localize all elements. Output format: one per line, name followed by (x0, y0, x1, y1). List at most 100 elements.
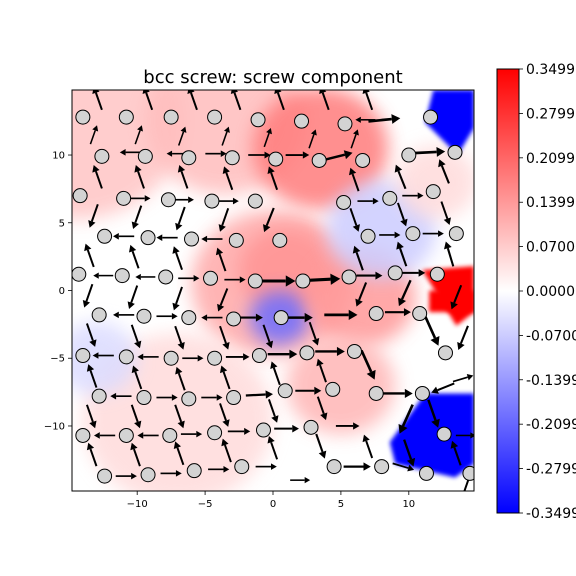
arrow-shaft (446, 247, 455, 267)
displacement-arrow (355, 116, 376, 123)
arrow-head (267, 166, 275, 174)
arrow-head (355, 298, 363, 307)
arrow-shaft (321, 92, 330, 111)
arrow-shaft (90, 203, 99, 222)
arrow-head (302, 151, 310, 159)
arrow-head (417, 192, 424, 199)
arrow-head (224, 126, 230, 133)
arrow-shaft (360, 349, 373, 373)
displacement-arrow (201, 235, 223, 243)
arrow-head (180, 126, 187, 133)
arrow-head (137, 125, 143, 132)
arrow-head (156, 234, 163, 241)
displacement-arrow (245, 390, 274, 399)
displacement-arrow (160, 470, 182, 477)
arrow-head (166, 150, 173, 157)
arrow-head (171, 394, 178, 401)
atom-marker (447, 144, 463, 160)
displacement-arrow (424, 316, 440, 346)
displacement-arrow (267, 166, 279, 191)
field-region (395, 145, 474, 219)
displacement-arrow (172, 286, 183, 311)
arrow-head (363, 462, 371, 471)
arrow-shaft (221, 131, 228, 146)
displacement-arrow (227, 427, 251, 435)
displacement-arrow (316, 358, 327, 383)
displacement-arrow (319, 90, 330, 111)
arrow-head (134, 164, 142, 173)
arrow-head (353, 422, 360, 430)
arrow-head (230, 90, 239, 95)
arrow-head (362, 434, 370, 443)
arrow-shaft (440, 165, 450, 184)
arrow-head (196, 430, 203, 438)
displacement-arrow (350, 129, 359, 149)
displacement-arrow (205, 150, 227, 157)
colorbar-tick-label: -0.2099 (526, 417, 576, 433)
arrow-head (352, 224, 360, 232)
atom-marker (114, 268, 130, 284)
arrow-head (131, 221, 139, 230)
displacement-arrow (398, 279, 412, 307)
displacement-arrow (178, 275, 200, 282)
arrow-head (319, 90, 327, 95)
arrow-head (172, 246, 180, 254)
atom-marker (311, 152, 327, 168)
arrow-shaft (89, 370, 98, 388)
arrow-head (84, 243, 92, 252)
displacement-arrow (450, 440, 462, 466)
displacement-arrow (427, 399, 440, 428)
arrow-head (348, 309, 358, 320)
arrow-head (187, 90, 195, 95)
atom-marker (97, 468, 113, 484)
displacement-arrow (267, 399, 279, 423)
atom-marker (91, 307, 107, 323)
arrow-head (127, 301, 135, 309)
displacement-arrow (438, 159, 450, 184)
displacement-arrow (82, 283, 94, 308)
displacement-arrow (219, 365, 231, 390)
arrow-head (271, 463, 277, 470)
displacement-arrows (82, 90, 474, 499)
arrow-head (271, 415, 279, 423)
arrow-head (407, 464, 415, 472)
displacement-arrow (174, 325, 185, 350)
arrow-shaft (365, 92, 374, 111)
arrow-shaft (174, 404, 183, 423)
atom-marker (116, 190, 132, 206)
arrow-head (436, 147, 446, 157)
arrow-shaft (176, 447, 185, 466)
displacement-arrow (431, 382, 455, 394)
arrow-shaft (316, 396, 325, 415)
arrow-head (443, 217, 451, 225)
arrow-head (460, 491, 467, 499)
arrow-shaft (350, 134, 357, 149)
displacement-arrow (267, 349, 298, 359)
atom-marker (268, 151, 284, 167)
displacement-arrow (440, 201, 451, 225)
arrow-head (135, 273, 141, 281)
arrow-head (239, 276, 246, 283)
displacement-arrow (308, 129, 317, 149)
arrow-shaft (397, 170, 407, 190)
arrow-shaft (401, 404, 414, 427)
arrow-head (396, 241, 404, 250)
displacement-arrow (135, 273, 156, 281)
displacement-arrow (396, 241, 408, 267)
colorbar-tick-label: 0.2099 (526, 151, 575, 167)
field-region (286, 336, 396, 435)
displacement-arrow (450, 284, 463, 310)
displacement-arrow (348, 167, 360, 192)
atom-marker (207, 425, 223, 441)
arrow-head (175, 366, 183, 375)
arrow-shaft (270, 172, 279, 191)
arrow-shaft (190, 92, 198, 111)
arrow-shaft (319, 364, 327, 383)
arrow-shaft (224, 444, 232, 463)
atom-marker (228, 232, 244, 248)
atom-marker (207, 109, 223, 125)
arrow-head (134, 420, 142, 429)
arrow-head (266, 127, 272, 135)
arrow-head (274, 90, 282, 95)
